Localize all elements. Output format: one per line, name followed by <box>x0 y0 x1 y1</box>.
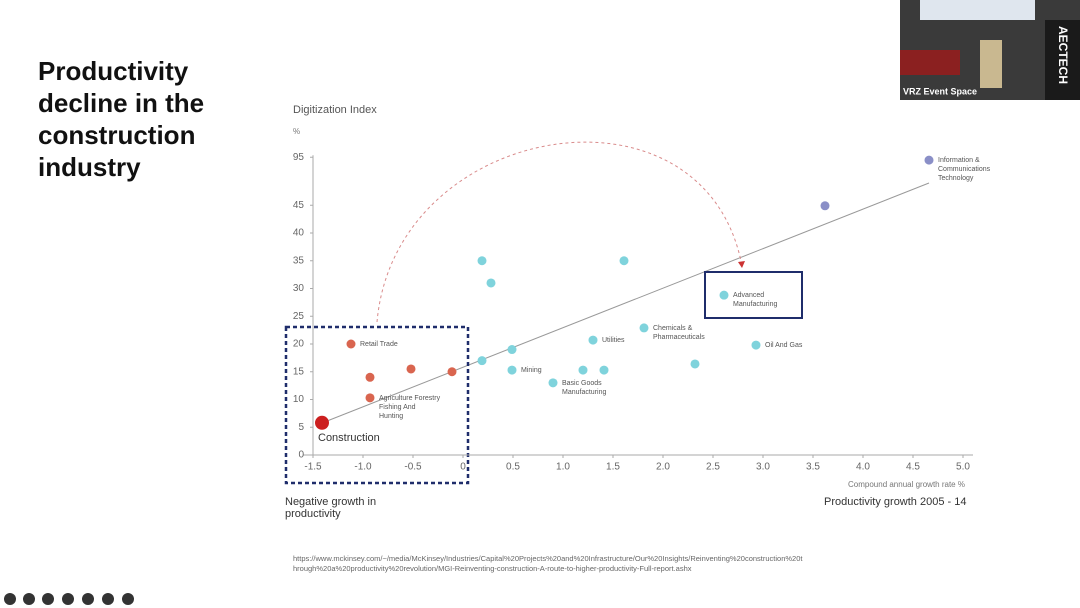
toolbar <box>4 593 134 605</box>
data-point <box>599 365 609 375</box>
toolbar-zoom[interactable] <box>42 593 54 605</box>
data-point <box>486 278 496 288</box>
x-tick-label: 2.5 <box>706 462 720 473</box>
toolbar-video[interactable] <box>82 593 94 605</box>
point-label: Basic Goods Manufacturing <box>562 379 607 396</box>
left-note: Negative growth in productivity <box>285 496 377 520</box>
source-url: https://www.mckinsey.com/~/media/McKinse… <box>293 554 803 573</box>
data-point <box>365 372 375 382</box>
data-point <box>477 256 487 266</box>
point-label: Information & Communications Technology <box>938 157 991 183</box>
data-point <box>639 323 649 333</box>
point-label: Chemicals & Pharmaceuticals <box>653 324 705 341</box>
y-axis-unit: % <box>293 127 301 136</box>
video-stage <box>900 50 960 75</box>
y-tick-label: 15 <box>293 366 305 377</box>
slide-title: Productivity decline in the construction… <box>38 56 205 182</box>
data-point <box>588 335 598 345</box>
x-tick-label: 4.5 <box>906 462 920 473</box>
y-tick-label: 10 <box>293 394 305 405</box>
data-point <box>751 340 761 350</box>
x-tick-label: 0.5 <box>506 462 520 473</box>
y-tick-label: 30 <box>293 283 305 294</box>
toolbar-captions[interactable] <box>62 593 74 605</box>
point-label: Retail Trade <box>360 341 398 348</box>
y-axis-label: Digitization Index <box>293 104 377 116</box>
data-point <box>719 290 729 300</box>
data-point <box>507 365 517 375</box>
point-label: Oil And Gas <box>765 342 803 350</box>
y-tick-label: 35 <box>293 255 305 266</box>
data-point <box>578 365 588 375</box>
arrow-head <box>738 261 745 268</box>
highlight-box <box>704 271 803 319</box>
x-tick-label: -1.0 <box>354 462 372 473</box>
point-label: Mining <box>521 367 542 375</box>
data-point <box>690 359 700 369</box>
data-point <box>548 378 558 388</box>
x-tick-label: 4.0 <box>856 462 870 473</box>
video-caption: VRZ Event Space <box>903 86 977 96</box>
data-point <box>447 367 457 377</box>
x-tick-label: -1.5 <box>304 462 322 473</box>
point-label: Agriculture Forestry Fishing And Hunting <box>379 394 441 420</box>
toolbar-forward[interactable] <box>122 593 134 605</box>
toolbar-pen[interactable] <box>23 593 35 605</box>
x-tick-label: 3.0 <box>756 462 770 473</box>
x-tick-label: 2.0 <box>656 462 670 473</box>
point-label: Utilities <box>602 337 625 345</box>
arc-arrow <box>376 141 743 323</box>
data-point <box>406 364 416 374</box>
y-tick-label: 5 <box>298 422 304 433</box>
highlight-box <box>284 325 470 485</box>
toolbar-back[interactable] <box>4 593 16 605</box>
y-tick-label: 95 <box>293 152 305 163</box>
x-tick-label: 5.0 <box>956 462 970 473</box>
data-point <box>315 415 329 430</box>
x-tick-label: 1.0 <box>556 462 570 473</box>
x-tick-label: 1.5 <box>606 462 620 473</box>
x-tick-label: 0 <box>460 462 466 473</box>
video-screen <box>920 0 1035 20</box>
data-point <box>365 393 375 403</box>
y-tick-label: 20 <box>293 339 305 350</box>
data-point <box>477 356 487 366</box>
y-tick-label: 40 <box>293 228 305 239</box>
x-tick-label: 3.5 <box>806 462 820 473</box>
data-point <box>507 345 517 355</box>
point-label: Construction <box>318 431 380 444</box>
video-banner <box>1045 20 1080 100</box>
right-note: Productivity growth 2005 - 14 <box>824 496 967 508</box>
x-tick-label: -0.5 <box>404 462 422 473</box>
y-tick-label: 25 <box>293 311 305 322</box>
data-point <box>820 201 830 211</box>
x-axis-label: Compound annual growth rate % <box>848 480 965 489</box>
data-point <box>346 339 356 349</box>
y-tick-label: 45 <box>293 200 305 211</box>
toolbar-more[interactable] <box>102 593 114 605</box>
data-point <box>619 256 629 266</box>
video-podium <box>980 40 1002 88</box>
trend-line <box>321 182 930 424</box>
video-banner-text: AECTECH <box>1056 26 1070 84</box>
data-point <box>924 155 934 165</box>
y-tick-label: 0 <box>298 450 304 461</box>
point-label: Advanced Manufacturing <box>733 292 778 309</box>
